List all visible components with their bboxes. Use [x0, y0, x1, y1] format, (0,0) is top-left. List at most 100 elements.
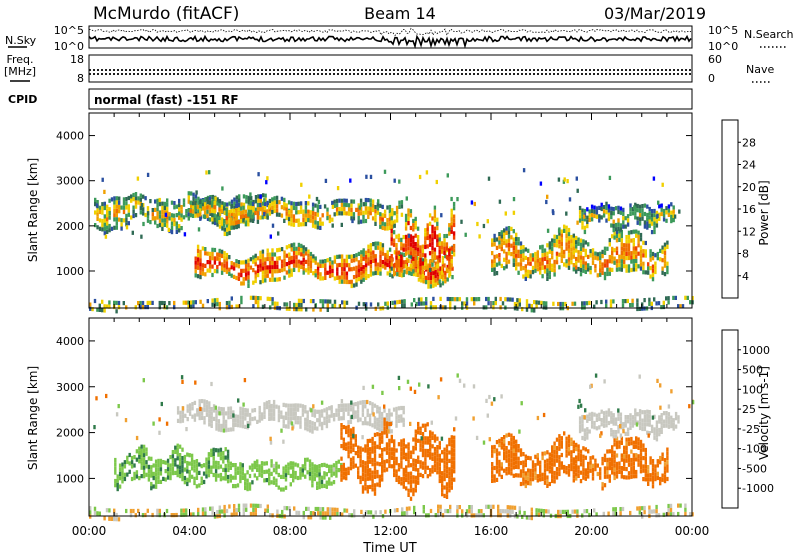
echo-cell: [529, 456, 532, 461]
echo-cell: [571, 509, 574, 514]
echo-cell: [266, 508, 269, 513]
echo-cell: [613, 231, 616, 236]
echo-cell: [536, 258, 539, 263]
echo-cell: [256, 207, 260, 212]
echo-cell: [578, 210, 582, 215]
echo-cell: [636, 302, 639, 307]
echo-cell: [429, 305, 433, 310]
echo-cell: [241, 415, 245, 420]
echo-cell: [546, 194, 549, 199]
echo-cell: [174, 445, 177, 450]
echo-cell: [345, 467, 348, 472]
echo-cell: [297, 263, 301, 268]
echo-cell: [397, 250, 401, 255]
echo-cell: [524, 483, 527, 489]
echo-cell: [319, 225, 322, 230]
echo-cell: [103, 304, 106, 309]
echo-cell: [519, 258, 523, 263]
echo-cell: [635, 436, 638, 441]
echo-cell: [376, 270, 380, 276]
echo-cell: [433, 459, 437, 464]
echo-cell: [383, 468, 386, 473]
echo-cell: [615, 474, 619, 479]
echo-cell: [314, 211, 317, 217]
echo-cell: [178, 444, 182, 449]
echo-cell: [176, 447, 179, 452]
echo-cell: [390, 233, 393, 238]
echo-cell: [651, 277, 655, 282]
echo-cell: [426, 422, 429, 427]
echo-cell: [280, 414, 283, 419]
echo-cell: [224, 419, 228, 424]
echo-cell: [625, 437, 628, 442]
echo-cell: [503, 435, 506, 440]
echo-cell: [505, 433, 508, 438]
echo-cell: [448, 267, 452, 272]
echo-cell: [137, 196, 140, 201]
echo-cell: [199, 275, 202, 280]
echo-cell: [392, 263, 396, 268]
echo-cell: [586, 427, 589, 432]
echo-cell: [623, 458, 626, 463]
echo-cell: [667, 412, 671, 417]
echo-cell: [381, 469, 384, 474]
echo-cell: [381, 243, 385, 248]
echo-cell: [658, 216, 661, 221]
echo-cell: [362, 248, 365, 253]
echo-cell: [161, 300, 164, 306]
date-title: 03/Mar/2019: [604, 4, 706, 23]
echo-cell: [319, 276, 322, 281]
echo-cell: [161, 218, 164, 223]
echo-cell: [475, 513, 478, 518]
echo-cell: [175, 221, 178, 226]
echo-cell: [567, 451, 571, 456]
echo-cell: [206, 216, 210, 221]
echo-cell: [612, 417, 615, 422]
echo-cell: [292, 242, 296, 247]
echo-cell: [403, 299, 406, 304]
echo-cell: [417, 455, 420, 460]
echo-cell: [192, 300, 195, 305]
echo-cell: [386, 226, 389, 231]
echo-cell: [129, 513, 133, 518]
echo-cell: [256, 215, 260, 220]
echo-cell: [377, 302, 380, 307]
echo-cell: [178, 203, 181, 208]
echo-cell: [431, 229, 434, 234]
echo-cell: [440, 213, 443, 218]
echo-cell: [183, 454, 187, 460]
echo-cell: [419, 274, 422, 279]
echo-cell: [331, 264, 334, 269]
echo-cell: [436, 255, 439, 260]
echo-cell: [246, 487, 249, 492]
echo-cell: [555, 437, 559, 442]
echo-cell: [534, 264, 537, 269]
echo-cell: [401, 303, 404, 308]
echo-cell: [200, 464, 203, 469]
echo-cell: [567, 468, 571, 473]
echo-cell: [648, 509, 651, 514]
echo-cell: [239, 219, 243, 224]
echo-cell: [269, 296, 272, 302]
echo-cell: [641, 422, 644, 427]
echo-cell: [134, 204, 138, 209]
echo-cell: [507, 247, 511, 252]
echo-cell: [517, 253, 520, 259]
echo-cell: [644, 468, 647, 474]
echo-cell: [582, 214, 586, 219]
echo-cell: [368, 422, 372, 427]
echo-cell: [379, 258, 382, 264]
echo-cell: [212, 472, 215, 478]
echo-cell: [579, 462, 583, 467]
echo-cell: [187, 212, 190, 217]
echo-cell: [546, 475, 549, 480]
echo-cell: [285, 245, 289, 250]
echo-cell: [211, 272, 214, 278]
echo-cell: [632, 470, 635, 475]
echo-cell: [237, 203, 240, 208]
echo-cell: [418, 382, 421, 387]
echo-cell: [181, 468, 184, 473]
echo-cell: [412, 248, 415, 253]
echo-cell: [225, 269, 229, 274]
echo-cell: [490, 401, 494, 406]
